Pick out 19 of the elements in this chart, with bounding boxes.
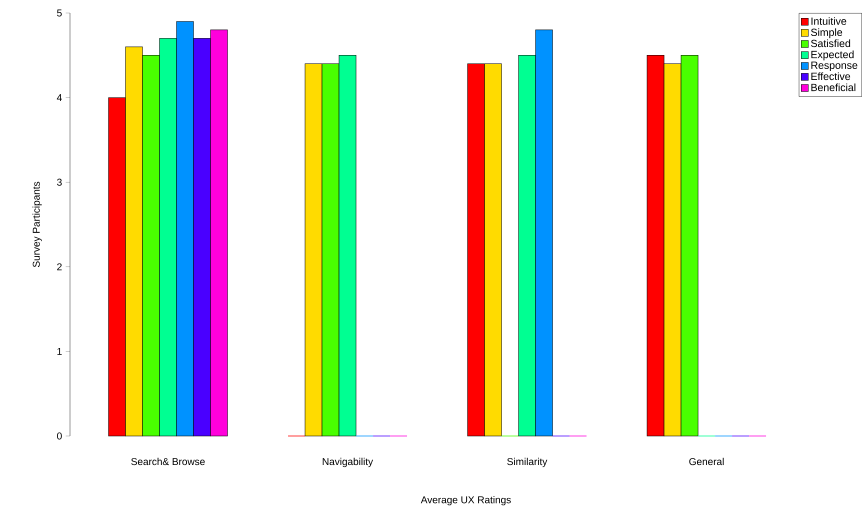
y-tick-label: 0 bbox=[57, 432, 62, 440]
y-tick-label: 5 bbox=[57, 10, 62, 16]
legend-label: Effective bbox=[811, 72, 850, 80]
y-tick-label: 1 bbox=[57, 348, 62, 355]
legend-label: Intuitive bbox=[812, 17, 846, 25]
legend-label: Response bbox=[811, 62, 858, 72]
x-axis-title: Average UX Ratings bbox=[420, 496, 511, 506]
x-tick-label: Navigability bbox=[322, 458, 374, 468]
x-tick-label: General bbox=[689, 458, 724, 466]
y-tick-label: 3 bbox=[57, 178, 62, 186]
legend-label: Expected bbox=[811, 50, 854, 60]
y-tick-label: 2 bbox=[57, 263, 62, 270]
y-tick-label: 4 bbox=[56, 94, 62, 102]
legend-label: Satisfied bbox=[810, 39, 850, 48]
legend-label: Simple bbox=[810, 28, 842, 38]
x-tick-label: Search& Browse bbox=[131, 458, 205, 466]
legend-label: Beneficial bbox=[811, 83, 856, 92]
x-tick-label: Similarity bbox=[507, 458, 548, 468]
y-axis-title: Survey Participants bbox=[32, 182, 42, 268]
